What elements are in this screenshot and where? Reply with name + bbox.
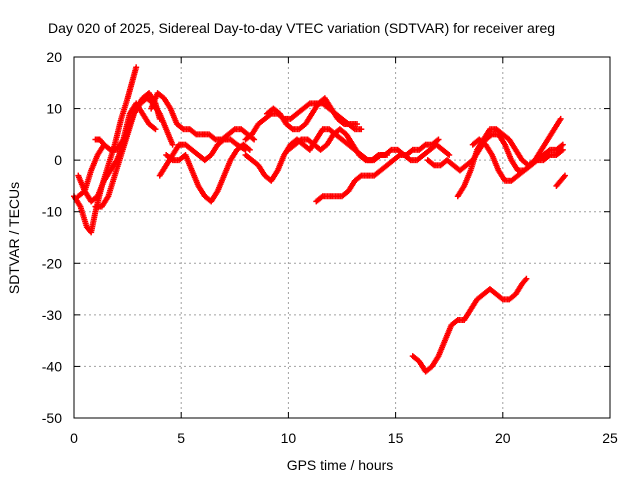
chart-title: Day 020 of 2025, Sidereal Day-to-day VTE…	[48, 20, 555, 36]
x-tick-label: 5	[177, 430, 185, 446]
grid	[74, 57, 610, 418]
y-tick-label: -20	[42, 255, 62, 271]
x-tick-label: 10	[281, 430, 297, 446]
data-point	[557, 115, 564, 122]
y-tick-label: -30	[42, 307, 62, 323]
y-tick-label: 20	[46, 49, 62, 65]
data-point	[251, 136, 258, 143]
y-tick-label: 0	[54, 152, 62, 168]
y-axis-label: SDTVAR / TECUs	[6, 182, 22, 294]
data-point	[101, 141, 108, 148]
data-point	[561, 172, 568, 179]
data-point	[446, 151, 453, 158]
x-tick-label: 20	[495, 430, 511, 446]
data-point	[435, 136, 442, 143]
plot-frame	[73, 56, 611, 419]
x-tick-label: 25	[602, 430, 618, 446]
data-point	[358, 126, 365, 133]
data-point	[169, 141, 176, 148]
y-tick-label: -10	[42, 204, 62, 220]
y-tick-label: -40	[42, 358, 62, 374]
data-point	[242, 146, 249, 153]
data-point	[559, 141, 566, 148]
y-tick-label: -50	[42, 410, 62, 426]
data-points	[71, 64, 568, 375]
data-point	[523, 275, 530, 282]
x-tick-label: 0	[70, 430, 78, 446]
x-axis-label: GPS time / hours	[287, 457, 394, 473]
data-point	[354, 121, 361, 128]
data-point	[559, 146, 566, 153]
data-point	[152, 126, 159, 133]
data-point	[133, 64, 140, 71]
x-tick-label: 15	[388, 430, 404, 446]
y-tick-label: 10	[46, 101, 62, 117]
axis-ticks: 0 5 10 15 20 25 -50 -40 -30 -20 -10 0 10 20	[42, 49, 618, 446]
